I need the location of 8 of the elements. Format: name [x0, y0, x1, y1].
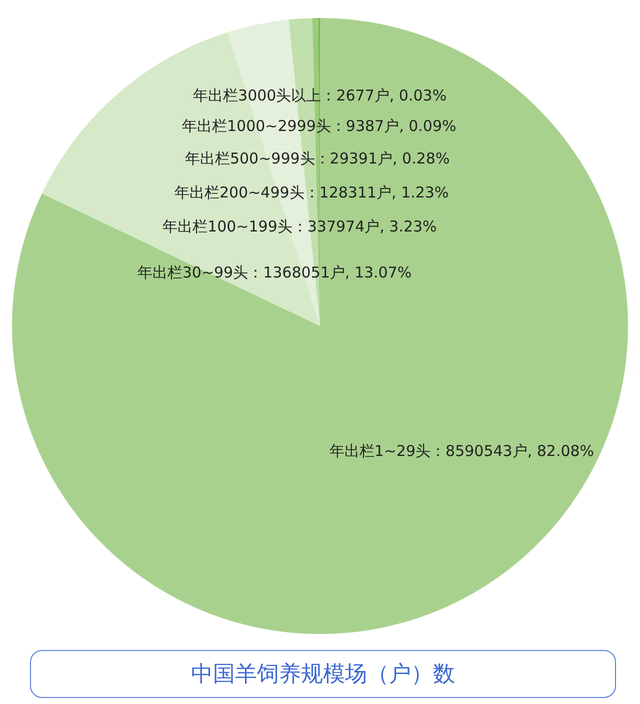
slice-label: 年出栏500~999头：29391户, 0.28% — [184, 150, 450, 168]
slice-label: 年出栏100~199头：337974户, 3.23% — [162, 217, 437, 236]
slice-label: 年出栏30~99头：1368051户, 13.07% — [137, 264, 412, 282]
slice-label: 年出栏3000头以上：2677户, 0.03% — [193, 86, 447, 104]
text: 中国羊饲养规模场（户）数 — [30, 650, 616, 698]
slice-label: 年出栏1000~2999头：9387户, 0.09% — [182, 117, 456, 136]
slice-label: 年出栏1~29头：8590543户, 82.08% — [329, 442, 594, 460]
slice-label: 年出栏200~499头：128311户, 1.23% — [174, 183, 449, 202]
